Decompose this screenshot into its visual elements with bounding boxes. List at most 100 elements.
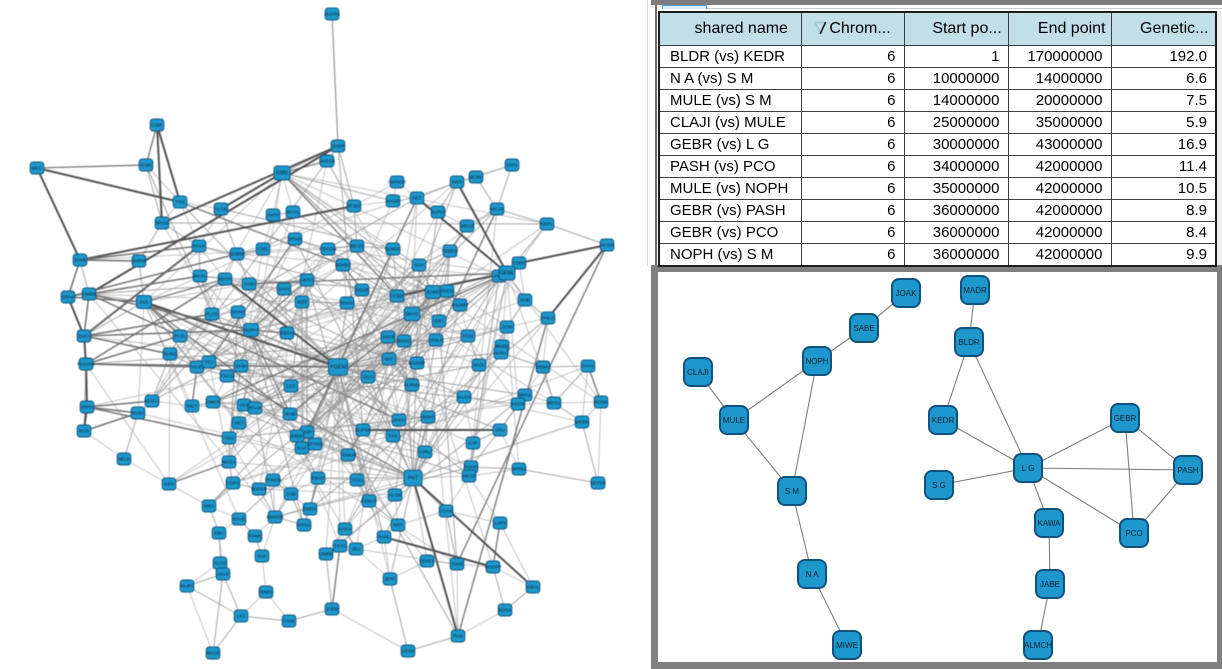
svg-text:BNNOM: BNNOM xyxy=(266,515,283,520)
svg-text:UWS: UWS xyxy=(507,163,518,168)
svg-text:NET: NET xyxy=(412,196,421,201)
svg-text:JENE: JENE xyxy=(284,412,296,417)
svg-text:YGEM: YGEM xyxy=(330,365,347,371)
svg-text:PHCO: PHCO xyxy=(440,289,454,294)
svg-text:BER: BER xyxy=(297,300,307,305)
svg-text:NESH: NESH xyxy=(219,277,232,282)
svg-text:MUPA: MUPA xyxy=(181,584,195,589)
svg-text:EMJO: EMJO xyxy=(312,476,325,481)
svg-text:CISL: CISL xyxy=(258,247,269,252)
svg-text:NELE: NELE xyxy=(118,457,130,462)
svg-text:UWMI: UWMI xyxy=(83,292,96,297)
svg-text:COAK: COAK xyxy=(439,509,453,514)
svg-text:SLPAT: SLPAT xyxy=(431,210,445,215)
svg-text:COB: COB xyxy=(244,282,254,287)
svg-text:TGMUN: TGMUN xyxy=(340,453,357,458)
svg-text:EMM: EMM xyxy=(276,171,288,177)
svg-text:CIUWM: CIUWM xyxy=(452,303,468,308)
svg-text:MIWE: MIWE xyxy=(836,641,858,650)
svg-text:WES: WES xyxy=(452,180,462,185)
svg-text:NET: NET xyxy=(234,421,243,426)
svg-text:NASL: NASL xyxy=(473,363,485,368)
svg-text:MCS: MCS xyxy=(79,429,89,434)
svg-text:WEGB: WEGB xyxy=(460,224,474,229)
svg-text:LEMU: LEMU xyxy=(402,649,415,654)
svg-text:KESUJ: KESUJ xyxy=(145,399,160,404)
svg-text:BRRU: BRRU xyxy=(512,467,525,472)
svg-text:GEDR: GEDR xyxy=(355,288,369,293)
svg-text:GEPL: GEPL xyxy=(541,222,554,227)
svg-text:SABE: SABE xyxy=(427,290,440,296)
svg-text:EBSH: EBSH xyxy=(281,331,294,336)
svg-text:YGS: YGS xyxy=(224,436,234,441)
svg-text:TXYG: TXYG xyxy=(334,544,347,549)
svg-text:TXS: TXS xyxy=(389,434,398,439)
svg-text:YGJ: YGJ xyxy=(205,360,214,365)
svg-text:S G: S G xyxy=(932,481,946,490)
svg-text:EBBG: EBBG xyxy=(260,590,273,595)
svg-text:PSNO: PSNO xyxy=(464,465,477,470)
svg-text:JOW: JOW xyxy=(502,325,513,330)
svg-text:PLSL: PLSL xyxy=(174,334,186,339)
svg-text:SUS: SUS xyxy=(257,554,266,559)
svg-text:BRT: BRT xyxy=(393,523,402,528)
svg-text:SHW: SHW xyxy=(236,364,247,369)
svg-text:CIBR: CIBR xyxy=(152,123,164,128)
svg-text:GEN: GEN xyxy=(164,482,174,487)
svg-text:MCAV: MCAV xyxy=(491,207,505,212)
svg-text:TGSL: TGSL xyxy=(351,478,363,483)
svg-text:SUOSS: SUOSS xyxy=(324,12,340,17)
svg-text:PABR: PABR xyxy=(249,534,262,539)
svg-text:COPC: COPC xyxy=(226,481,240,486)
svg-text:EBBEM: EBBEM xyxy=(442,249,458,254)
svg-text:COBG: COBG xyxy=(512,261,526,266)
svg-text:GBAL: GBAL xyxy=(527,585,540,590)
svg-text:N A: N A xyxy=(806,570,820,579)
svg-text:WEA: WEA xyxy=(204,504,215,509)
svg-text:MUOS: MUOS xyxy=(495,344,509,349)
svg-text:BEYGS: BEYGS xyxy=(307,442,323,447)
svg-text:AVPA: AVPA xyxy=(267,213,280,218)
svg-text:JABE: JABE xyxy=(1040,580,1060,589)
svg-text:UWDR: UWDR xyxy=(381,335,396,340)
svg-text:SARA: SARA xyxy=(339,527,352,532)
svg-text:UWBN: UWBN xyxy=(319,552,333,557)
svg-text:BNAV: BNAV xyxy=(341,301,354,306)
svg-text:MULE: MULE xyxy=(723,416,745,425)
svg-text:BGEMP: BGEMP xyxy=(409,361,426,366)
svg-text:MCC: MCC xyxy=(32,166,43,171)
svg-text:PASA: PASA xyxy=(193,244,206,249)
svg-text:BNPSN: BNPSN xyxy=(251,487,267,492)
svg-text:MCWA: MCWA xyxy=(594,400,609,405)
svg-text:BNRW: BNRW xyxy=(132,259,147,264)
svg-text:SLKA: SLKA xyxy=(78,334,91,339)
svg-text:SUL: SUL xyxy=(139,300,149,306)
svg-text:KEKES: KEKES xyxy=(419,559,434,564)
svg-text:LUPS: LUPS xyxy=(494,521,506,526)
svg-text:LEJ: LEJ xyxy=(237,614,245,619)
svg-text:PSYGW: PSYGW xyxy=(319,247,337,252)
svg-text:GEBRR: GEBRR xyxy=(229,252,246,257)
svg-text:KAA: KAA xyxy=(297,446,307,451)
svg-text:TXS: TXS xyxy=(176,200,185,205)
svg-text:JORA: JORA xyxy=(81,405,94,410)
svg-text:AKRUJ: AKRUJ xyxy=(493,351,508,356)
svg-text:BNYG: BNYG xyxy=(518,393,531,398)
svg-text:CIWE: CIWE xyxy=(283,619,295,624)
svg-text:PAPL: PAPL xyxy=(378,535,390,540)
svg-text:OSMU: OSMU xyxy=(536,365,550,370)
svg-text:RUSA: RUSA xyxy=(132,411,146,416)
svg-text:UWNOR: UWNOR xyxy=(388,180,407,185)
svg-text:TGKE: TGKE xyxy=(451,562,464,567)
svg-text:GEBR: GEBR xyxy=(1114,414,1137,423)
svg-text:MCSL: MCSL xyxy=(194,274,207,279)
svg-text:OSSH: OSSH xyxy=(231,310,244,315)
svg-text:LED: LED xyxy=(287,384,297,389)
svg-text:L G: L G xyxy=(1022,464,1035,473)
svg-text:SHAV: SHAV xyxy=(278,287,291,292)
svg-text:NAT: NAT xyxy=(385,357,394,362)
svg-text:MIWAT: MIWAT xyxy=(421,415,436,420)
svg-text:CLAJI: CLAJI xyxy=(687,368,709,377)
svg-text:BGKA: BGKA xyxy=(499,608,513,613)
svg-text:KEEM: KEEM xyxy=(511,402,524,407)
